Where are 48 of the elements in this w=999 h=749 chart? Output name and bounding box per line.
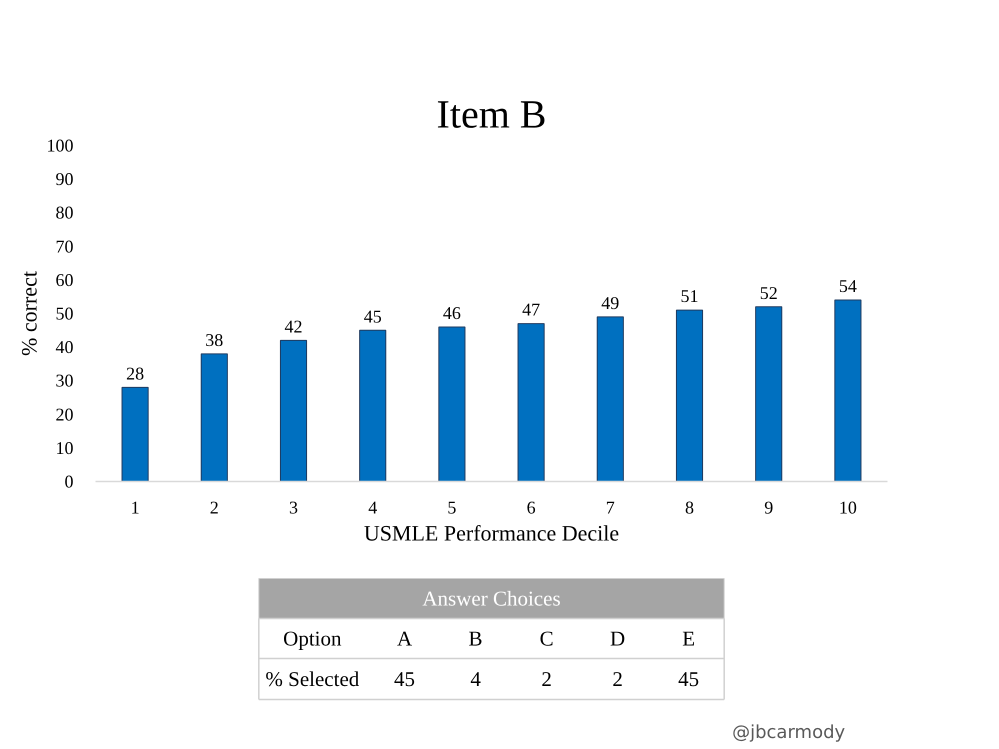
data-label: 47 bbox=[522, 300, 540, 320]
data-label: 38 bbox=[205, 330, 224, 350]
x-tick-label: 1 bbox=[130, 498, 140, 518]
x-tick-label: 10 bbox=[838, 498, 857, 518]
data-label: 45 bbox=[364, 306, 382, 326]
text: Answer Choices bbox=[422, 586, 561, 610]
y-tick-label: 80 bbox=[56, 202, 74, 223]
x-tick-label: 6 bbox=[526, 498, 536, 518]
y-tick-label: 20 bbox=[56, 404, 74, 424]
chart-title: Item B bbox=[436, 92, 546, 136]
data-label: 42 bbox=[284, 316, 302, 336]
y-axis-title: % correct bbox=[16, 271, 42, 356]
category-label: E bbox=[682, 626, 696, 650]
data-label: 49 bbox=[601, 292, 620, 313]
x-tick-label: 7 bbox=[606, 498, 615, 518]
y-tick-label: 30 bbox=[56, 370, 74, 391]
y-tick-label: 10 bbox=[56, 438, 74, 458]
text: Option bbox=[283, 626, 342, 650]
data-label: 2 bbox=[541, 667, 552, 691]
text: @jbcarmody bbox=[732, 722, 846, 743]
text: % Selected bbox=[265, 667, 360, 691]
data-label: 51 bbox=[680, 286, 698, 306]
y-tick-label: 50 bbox=[56, 304, 74, 324]
data-label: 46 bbox=[442, 302, 461, 323]
category-label: B bbox=[468, 626, 483, 650]
x-tick-label: 4 bbox=[368, 498, 378, 518]
x-tick-label: 5 bbox=[447, 498, 456, 518]
data-label: 28 bbox=[126, 363, 144, 384]
x-tick-label: 8 bbox=[685, 498, 694, 518]
y-tick-label: 60 bbox=[56, 270, 74, 290]
data-label: 45 bbox=[678, 667, 700, 691]
y-tick-label: 40 bbox=[56, 337, 74, 358]
data-label: 2 bbox=[612, 667, 623, 691]
data-label: 45 bbox=[394, 667, 416, 691]
y-tick-label: 70 bbox=[56, 236, 74, 256]
y-tick-label: 90 bbox=[56, 169, 74, 190]
data-label: 4 bbox=[470, 667, 482, 691]
x-tick-label: 3 bbox=[289, 498, 298, 518]
y-tick-label: 0 bbox=[64, 472, 74, 492]
x-tick-label: 9 bbox=[764, 498, 774, 518]
x-tick-label: 2 bbox=[210, 498, 219, 518]
data-label: 54 bbox=[838, 276, 857, 296]
category-label: C bbox=[540, 626, 554, 650]
category-label: A bbox=[396, 626, 413, 650]
x-axis-title: USMLE Performance Decile bbox=[364, 520, 620, 546]
y-tick-label: 100 bbox=[46, 136, 74, 156]
category-label: D bbox=[610, 626, 626, 650]
data-label: 52 bbox=[760, 282, 778, 303]
